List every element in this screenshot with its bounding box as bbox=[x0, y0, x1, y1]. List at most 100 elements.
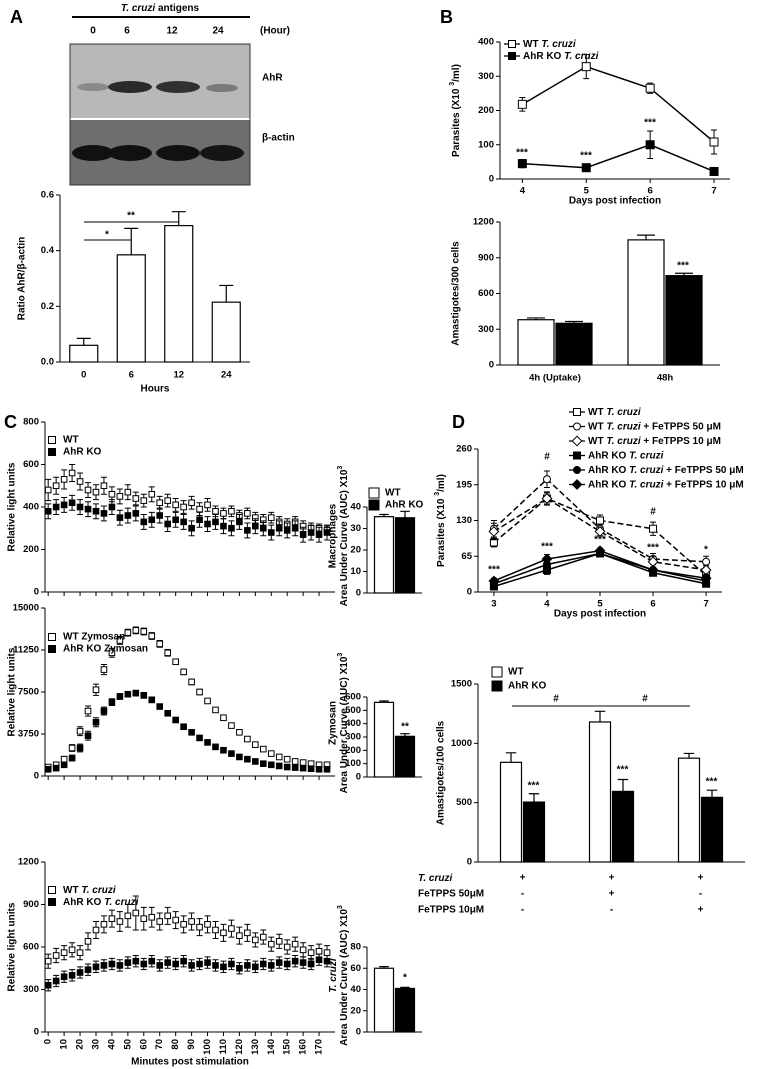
y-axis-label: Amastigotes/300 cells bbox=[451, 241, 462, 346]
data-point bbox=[148, 957, 156, 965]
text-part: WT bbox=[588, 407, 606, 418]
lane-unit: (Hour) bbox=[260, 26, 290, 37]
y-tick-label: 600 bbox=[345, 692, 361, 703]
data-point bbox=[283, 527, 291, 534]
blot-image bbox=[69, 43, 251, 186]
x-tick-label: 4 bbox=[544, 599, 550, 610]
bar bbox=[394, 735, 416, 778]
data-point bbox=[132, 510, 140, 517]
data-point bbox=[84, 732, 92, 739]
y-tick-label: 900 bbox=[478, 252, 494, 263]
data-point bbox=[228, 925, 235, 932]
error-bar bbox=[528, 793, 540, 803]
data-point bbox=[315, 956, 323, 964]
data-point bbox=[52, 503, 60, 511]
data-point bbox=[108, 960, 116, 968]
data-point bbox=[164, 497, 171, 504]
data-point bbox=[180, 668, 187, 676]
legend-label: WT T. cruzi + FeTPPS 50 μM bbox=[588, 421, 721, 432]
bar bbox=[499, 761, 523, 863]
bar bbox=[69, 344, 99, 363]
blot-band bbox=[156, 145, 200, 161]
data-point bbox=[100, 962, 108, 969]
data-point bbox=[267, 750, 275, 757]
y-axis-label: Parasites (X10 3/ml) bbox=[449, 64, 461, 157]
data-point bbox=[283, 943, 291, 951]
data-point bbox=[172, 960, 179, 968]
legend-swatch bbox=[491, 680, 503, 692]
data-point bbox=[244, 735, 251, 743]
condition-mark: - bbox=[521, 889, 524, 900]
data-point bbox=[702, 557, 711, 566]
condition-mark: + bbox=[609, 873, 615, 884]
x-tick-label: 80 bbox=[170, 1039, 181, 1050]
y-tick-label: 20 bbox=[350, 545, 361, 556]
data-point bbox=[140, 497, 148, 504]
y-tick-label: 0 bbox=[34, 1027, 39, 1038]
legend-label: AhR KO T. cruzi bbox=[523, 51, 599, 62]
y-tick-label: 1200 bbox=[18, 857, 39, 868]
legend-label: WT T. cruzi bbox=[523, 39, 576, 50]
data-point bbox=[68, 499, 76, 507]
bar bbox=[555, 322, 593, 366]
annotation: # bbox=[642, 694, 648, 705]
x-tick-label: 7 bbox=[703, 599, 708, 610]
legend-label: WT T. cruzi + FeTPPS 10 μM bbox=[588, 436, 721, 447]
y-tick-label: 200 bbox=[345, 745, 361, 756]
legend-marker bbox=[508, 40, 516, 48]
bar bbox=[588, 721, 612, 863]
data-point bbox=[52, 977, 60, 985]
data-point bbox=[100, 707, 108, 715]
legend-label: AhR KO bbox=[63, 447, 102, 458]
y-axis-label: Amastigotes/100 cells bbox=[436, 720, 447, 825]
data-point bbox=[148, 490, 156, 498]
y-tick-label: 65 bbox=[461, 551, 472, 562]
y-tick-label: 500 bbox=[345, 705, 361, 716]
bar bbox=[522, 801, 546, 863]
text-part: + FeTPPS 50 μM bbox=[663, 465, 743, 476]
bar bbox=[394, 987, 416, 1033]
text-part: Area Under Curve (AUC) X10 bbox=[339, 469, 350, 606]
data-point bbox=[76, 503, 84, 511]
data-point bbox=[68, 469, 76, 477]
y-tick-label: 0 bbox=[34, 587, 39, 598]
lane-label: 0 bbox=[90, 26, 96, 37]
data-point bbox=[44, 507, 52, 515]
data-point bbox=[108, 490, 116, 498]
y-tick-label: 0 bbox=[489, 174, 494, 185]
data-point bbox=[323, 949, 331, 956]
x-tick-label: 160 bbox=[298, 1039, 309, 1055]
data-point bbox=[172, 658, 179, 666]
text-part: /ml) bbox=[436, 474, 447, 492]
italic-text: T. cruzi bbox=[328, 958, 339, 992]
y-tick-label: 0.6 bbox=[41, 190, 54, 201]
y-tick-label: 0 bbox=[356, 772, 361, 783]
data-point bbox=[132, 627, 140, 634]
x-axis-label: Hours bbox=[141, 384, 170, 395]
data-point bbox=[132, 689, 140, 697]
data-point bbox=[283, 960, 291, 968]
x-tick-label: 5 bbox=[597, 599, 603, 610]
annotation: *** bbox=[617, 765, 629, 776]
data-point bbox=[228, 960, 235, 968]
data-point bbox=[124, 488, 132, 496]
data-point bbox=[204, 921, 211, 928]
data-point bbox=[315, 765, 323, 773]
data-point bbox=[60, 755, 68, 763]
y-tick-label: 600 bbox=[478, 288, 494, 299]
data-point bbox=[156, 962, 164, 969]
y-tick-label: 1500 bbox=[451, 679, 472, 690]
legend-label: WT T. cruzi bbox=[588, 407, 641, 418]
text-part: WT bbox=[523, 39, 541, 50]
x-tick-label: 7 bbox=[711, 186, 716, 197]
data-point bbox=[541, 493, 553, 504]
data-point bbox=[259, 960, 267, 968]
blot-band bbox=[108, 81, 152, 93]
y-tick-label: 900 bbox=[23, 899, 39, 910]
data-point bbox=[542, 475, 551, 484]
text-part: + FeTPPS 50 μM bbox=[641, 421, 721, 432]
data-point bbox=[196, 923, 203, 931]
data-point bbox=[188, 524, 195, 532]
